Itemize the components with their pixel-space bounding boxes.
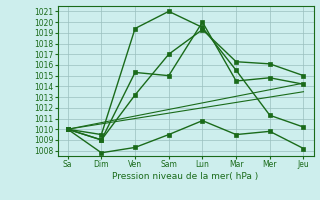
X-axis label: Pression niveau de la mer( hPa ): Pression niveau de la mer( hPa ) [112, 172, 259, 181]
